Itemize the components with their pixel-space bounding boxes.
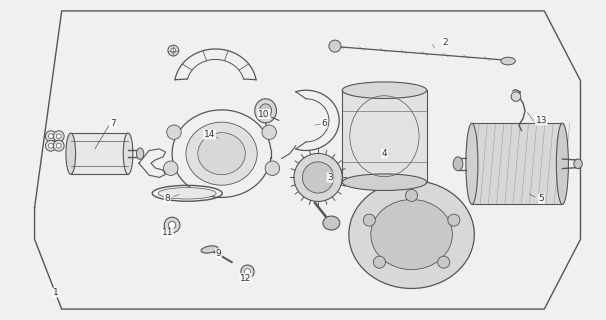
Ellipse shape xyxy=(171,48,176,53)
Ellipse shape xyxy=(123,133,133,174)
Ellipse shape xyxy=(405,189,418,202)
Ellipse shape xyxy=(164,217,180,233)
Text: 6: 6 xyxy=(321,119,327,128)
Ellipse shape xyxy=(53,140,64,151)
Text: 7: 7 xyxy=(110,119,116,128)
Ellipse shape xyxy=(259,104,271,118)
Text: 8: 8 xyxy=(164,194,170,203)
Bar xyxy=(472,123,562,204)
Ellipse shape xyxy=(501,57,515,65)
Text: 10: 10 xyxy=(258,109,270,118)
Ellipse shape xyxy=(244,269,250,275)
Ellipse shape xyxy=(438,256,450,268)
Ellipse shape xyxy=(371,199,452,270)
Ellipse shape xyxy=(466,123,478,204)
Ellipse shape xyxy=(56,143,61,148)
Ellipse shape xyxy=(167,125,181,140)
Text: 1: 1 xyxy=(53,288,59,297)
Ellipse shape xyxy=(556,123,568,204)
Ellipse shape xyxy=(349,180,474,288)
Ellipse shape xyxy=(448,214,460,226)
Ellipse shape xyxy=(262,125,276,140)
Ellipse shape xyxy=(45,131,56,142)
Ellipse shape xyxy=(255,99,276,123)
Ellipse shape xyxy=(342,174,427,190)
Text: 14: 14 xyxy=(204,130,215,139)
Ellipse shape xyxy=(53,131,64,142)
Ellipse shape xyxy=(168,221,176,228)
Text: 2: 2 xyxy=(442,38,448,47)
Ellipse shape xyxy=(198,133,245,175)
Ellipse shape xyxy=(511,92,521,101)
Text: 5: 5 xyxy=(538,194,544,203)
Ellipse shape xyxy=(453,157,463,171)
Ellipse shape xyxy=(45,140,56,151)
Text: 3: 3 xyxy=(327,173,333,182)
Ellipse shape xyxy=(168,45,179,56)
Ellipse shape xyxy=(294,153,342,202)
Text: 12: 12 xyxy=(240,274,251,283)
Ellipse shape xyxy=(241,265,254,278)
Ellipse shape xyxy=(323,216,340,230)
Text: 11: 11 xyxy=(162,228,173,237)
Ellipse shape xyxy=(342,82,427,99)
Ellipse shape xyxy=(265,161,279,175)
Ellipse shape xyxy=(574,159,582,169)
Ellipse shape xyxy=(201,246,218,253)
Ellipse shape xyxy=(164,161,178,175)
Ellipse shape xyxy=(302,162,334,193)
Text: 9: 9 xyxy=(216,249,221,258)
Ellipse shape xyxy=(186,122,257,185)
Ellipse shape xyxy=(329,40,341,52)
Ellipse shape xyxy=(56,134,61,139)
Ellipse shape xyxy=(363,214,375,226)
Ellipse shape xyxy=(48,143,53,148)
Bar xyxy=(342,90,427,182)
Bar xyxy=(71,133,128,174)
Ellipse shape xyxy=(48,134,53,139)
Ellipse shape xyxy=(158,188,216,199)
Ellipse shape xyxy=(136,148,144,159)
Text: 4: 4 xyxy=(382,149,387,158)
Ellipse shape xyxy=(66,133,76,174)
Text: 13: 13 xyxy=(536,116,547,125)
Ellipse shape xyxy=(373,256,385,268)
